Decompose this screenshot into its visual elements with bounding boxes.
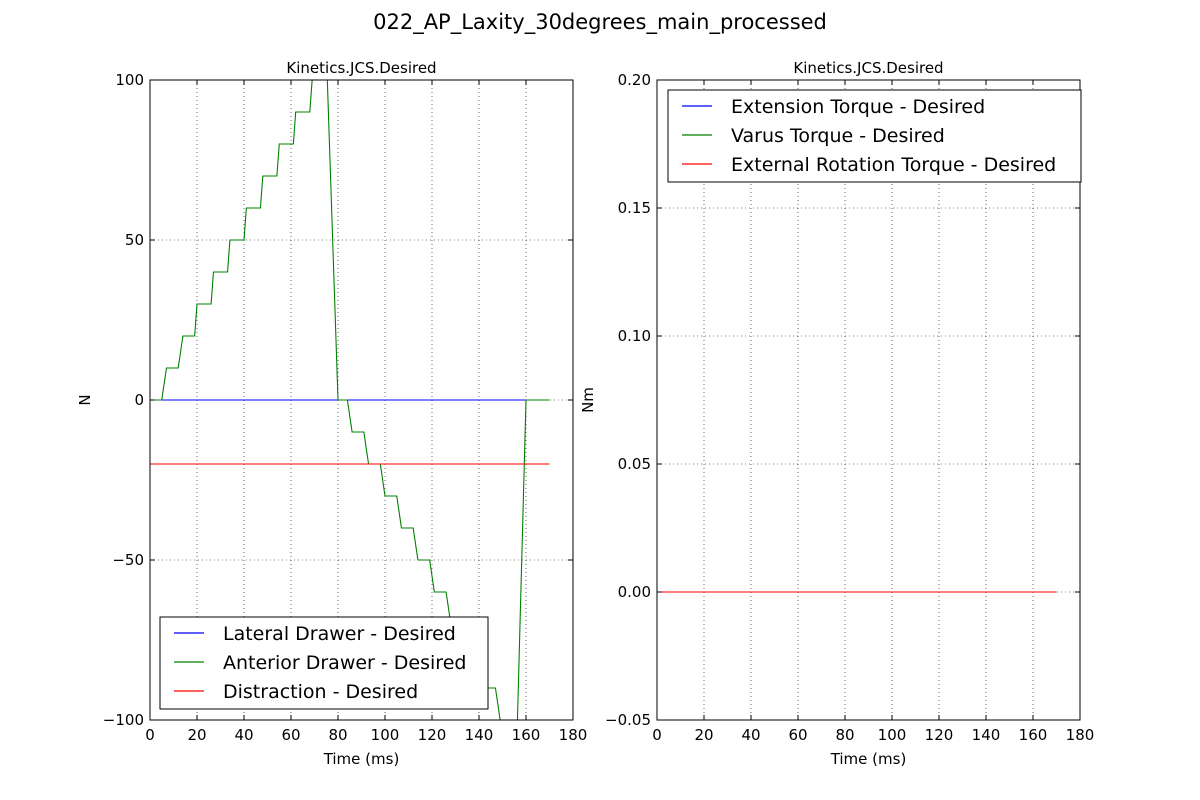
x-tick-label: 100	[371, 726, 400, 744]
chart-panel-2: 0 20 40 60 80 100 120 140 160 180 −0.05 0.00 0.05 0.1…	[579, 59, 1094, 768]
x-tick-label: 180	[559, 726, 588, 744]
x-tick-label: 0	[145, 726, 155, 744]
x-tick-label: 160	[1019, 726, 1048, 744]
y-tick-label: −100	[103, 711, 144, 729]
x-axis-label: Time (ms)	[323, 750, 400, 768]
x-tick-label: 180	[1066, 726, 1095, 744]
figure-title: 022_AP_Laxity_30degrees_main_processed	[373, 10, 827, 34]
y-tick-label: 0.05	[618, 455, 651, 473]
y-axis-label: N	[76, 394, 94, 405]
y-tick-label: 50	[125, 231, 144, 249]
x-tick-label: 60	[788, 726, 807, 744]
legend-box	[667, 89, 1082, 183]
plot-area	[657, 80, 1080, 720]
x-tick-label: 20	[187, 726, 206, 744]
chart-title: Kinetics.JCS.Desired	[793, 59, 943, 77]
legend-entry-1: Extension Torque - Desired	[731, 96, 985, 118]
x-tick-label: 80	[328, 726, 347, 744]
legend: Lateral Drawer - Desired Anterior Drawer …	[159, 616, 489, 710]
legend-entry-3: Distraction - Desired	[223, 681, 418, 703]
legend-entry-2: Varus Torque - Desired	[731, 125, 945, 147]
y-tick-label: 0.00	[618, 583, 651, 601]
y-tick-label: 0	[134, 391, 144, 409]
y-tick-label: −0.05	[605, 711, 651, 729]
y-tick-label: 0.10	[618, 327, 651, 345]
chart-panel-1: 0 20 40 60 80 100 120 140 160 180 −100 −50 0 50 100 Kin…	[76, 59, 588, 768]
legend-entry-2: Anterior Drawer - Desired	[223, 652, 466, 674]
x-tick-label: 120	[418, 726, 447, 744]
x-tick-label: 60	[281, 726, 300, 744]
x-tick-label: 0	[652, 726, 662, 744]
x-tick-label: 160	[512, 726, 541, 744]
y-axis-label: Nm	[579, 387, 597, 413]
x-tick-label: 120	[925, 726, 954, 744]
x-tick-label: 40	[741, 726, 760, 744]
x-tick-label: 140	[972, 726, 1001, 744]
chart-title: Kinetics.JCS.Desired	[286, 59, 436, 77]
legend-entry-1: Lateral Drawer - Desired	[223, 623, 456, 645]
legend-entry-3: External Rotation Torque - Desired	[731, 154, 1056, 176]
x-tick-label: 140	[465, 726, 494, 744]
x-axis-label: Time (ms)	[830, 750, 907, 768]
y-tick-label: 0.15	[618, 199, 651, 217]
y-tick-label: 100	[115, 71, 144, 89]
y-tick-label: −50	[112, 551, 144, 569]
x-tick-label: 40	[234, 726, 253, 744]
x-tick-label: 100	[878, 726, 907, 744]
y-tick-label: 0.20	[618, 71, 651, 89]
x-tick-label: 20	[694, 726, 713, 744]
legend-box	[159, 616, 489, 710]
x-tick-label: 80	[835, 726, 854, 744]
axes-frame	[656, 79, 1081, 721]
legend: Extension Torque - Desired Varus Torque -…	[667, 89, 1082, 183]
